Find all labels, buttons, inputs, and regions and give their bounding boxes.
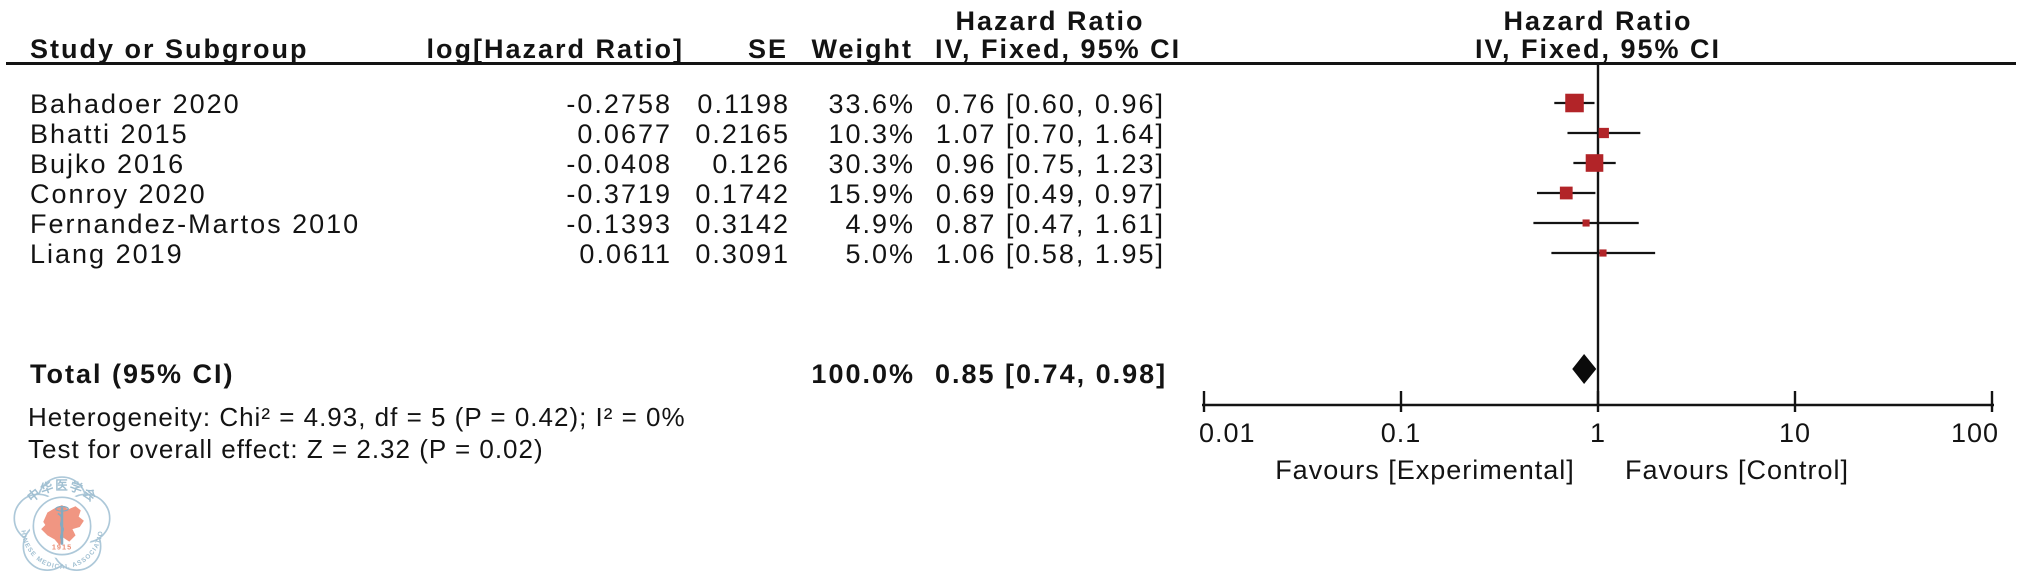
study-weight: 10.3% [828, 119, 915, 149]
overall-effect-note: Test for overall effect: Z = 2.32 (P = 0… [28, 434, 544, 464]
logo-year: 1915 [52, 542, 72, 551]
study-name: Bahadoer 2020 [30, 89, 241, 119]
study-weight: 5.0% [845, 239, 915, 269]
study-se: 0.3091 [695, 239, 790, 269]
study-weight: 4.9% [845, 209, 915, 239]
study-se: 0.126 [712, 149, 790, 179]
axis-label-favours-experimental: Favours [Experimental] [1275, 455, 1575, 485]
total-label: Total (95% CI) [30, 359, 235, 389]
study-ci: 0.76 [0.60, 0.96] [935, 89, 1165, 119]
study-se: 0.1742 [695, 179, 790, 209]
study-weight: 30.3% [828, 149, 915, 179]
total-weight: 100.0% [811, 359, 915, 389]
col-header-weight: Weight [811, 34, 913, 64]
study-name: Conroy 2020 [30, 179, 207, 209]
cma-logo: 中华医学会 1915 CHINESE MEDICAL ASSOCIATION [12, 476, 111, 572]
study-weight: 33.6% [828, 89, 915, 119]
col-header-study: Study or Subgroup [30, 34, 309, 64]
study-ci: 0.87 [0.47, 1.61] [935, 209, 1165, 239]
study-name: Bujko 2016 [30, 149, 186, 179]
study-name: Bhatti 2015 [30, 119, 189, 149]
study-ci: 0.96 [0.75, 1.23] [935, 149, 1165, 179]
study-name: Liang 2019 [30, 239, 184, 269]
study-se: 0.3142 [695, 209, 790, 239]
effect-square [1598, 127, 1609, 139]
total-ci: 0.85 [0.74, 0.98] [935, 359, 1168, 389]
axis-label-favours-control: Favours [Control] [1625, 455, 1849, 485]
study-ci: 0.69 [0.49, 0.97] [935, 179, 1165, 209]
header-underline [6, 62, 2016, 65]
effect-square [1582, 219, 1590, 227]
effect-square [1599, 249, 1607, 257]
col-header-effect-table: Hazard Ratio [955, 6, 1145, 36]
col-header-loghr: log[Hazard Ratio] [426, 34, 684, 64]
col-header-method-table: IV, Fixed, 95% CI [935, 34, 1182, 64]
study-loghr: -0.3719 [566, 179, 672, 209]
effect-square [1565, 93, 1584, 113]
study-ci: 1.06 [0.58, 1.95] [935, 239, 1165, 269]
study-se: 0.2165 [695, 119, 790, 149]
study-name: Fernandez-Martos 2010 [30, 209, 361, 239]
effect-square [1559, 186, 1573, 200]
x-axis-tick-label: 100 [1951, 418, 1999, 448]
col-header-effect-plot: Hazard Ratio [1503, 6, 1693, 36]
study-loghr: -0.2758 [566, 89, 672, 119]
study-loghr: 0.0611 [579, 239, 672, 269]
heterogeneity-note: Heterogeneity: Chi² = 4.93, df = 5 (P = … [28, 402, 686, 432]
effect-square [1585, 154, 1604, 172]
x-axis-tick-label: 1 [1590, 418, 1606, 448]
x-axis-tick-label: 0.01 [1199, 418, 1256, 448]
study-se: 0.1198 [697, 89, 790, 119]
col-header-se: SE [747, 34, 788, 64]
total-diamond [1572, 354, 1597, 384]
logo-caduceus [55, 505, 69, 545]
x-axis-tick-label: 0.1 [1381, 418, 1422, 448]
study-weight: 15.9% [828, 179, 915, 209]
col-header-method-plot: IV, Fixed, 95% CI [1474, 34, 1722, 64]
study-loghr: -0.0408 [566, 149, 672, 179]
study-loghr: -0.1393 [566, 209, 672, 239]
study-loghr: 0.0677 [577, 119, 672, 149]
study-ci: 1.07 [0.70, 1.64] [935, 119, 1165, 149]
x-axis-tick-label: 10 [1779, 418, 1811, 448]
